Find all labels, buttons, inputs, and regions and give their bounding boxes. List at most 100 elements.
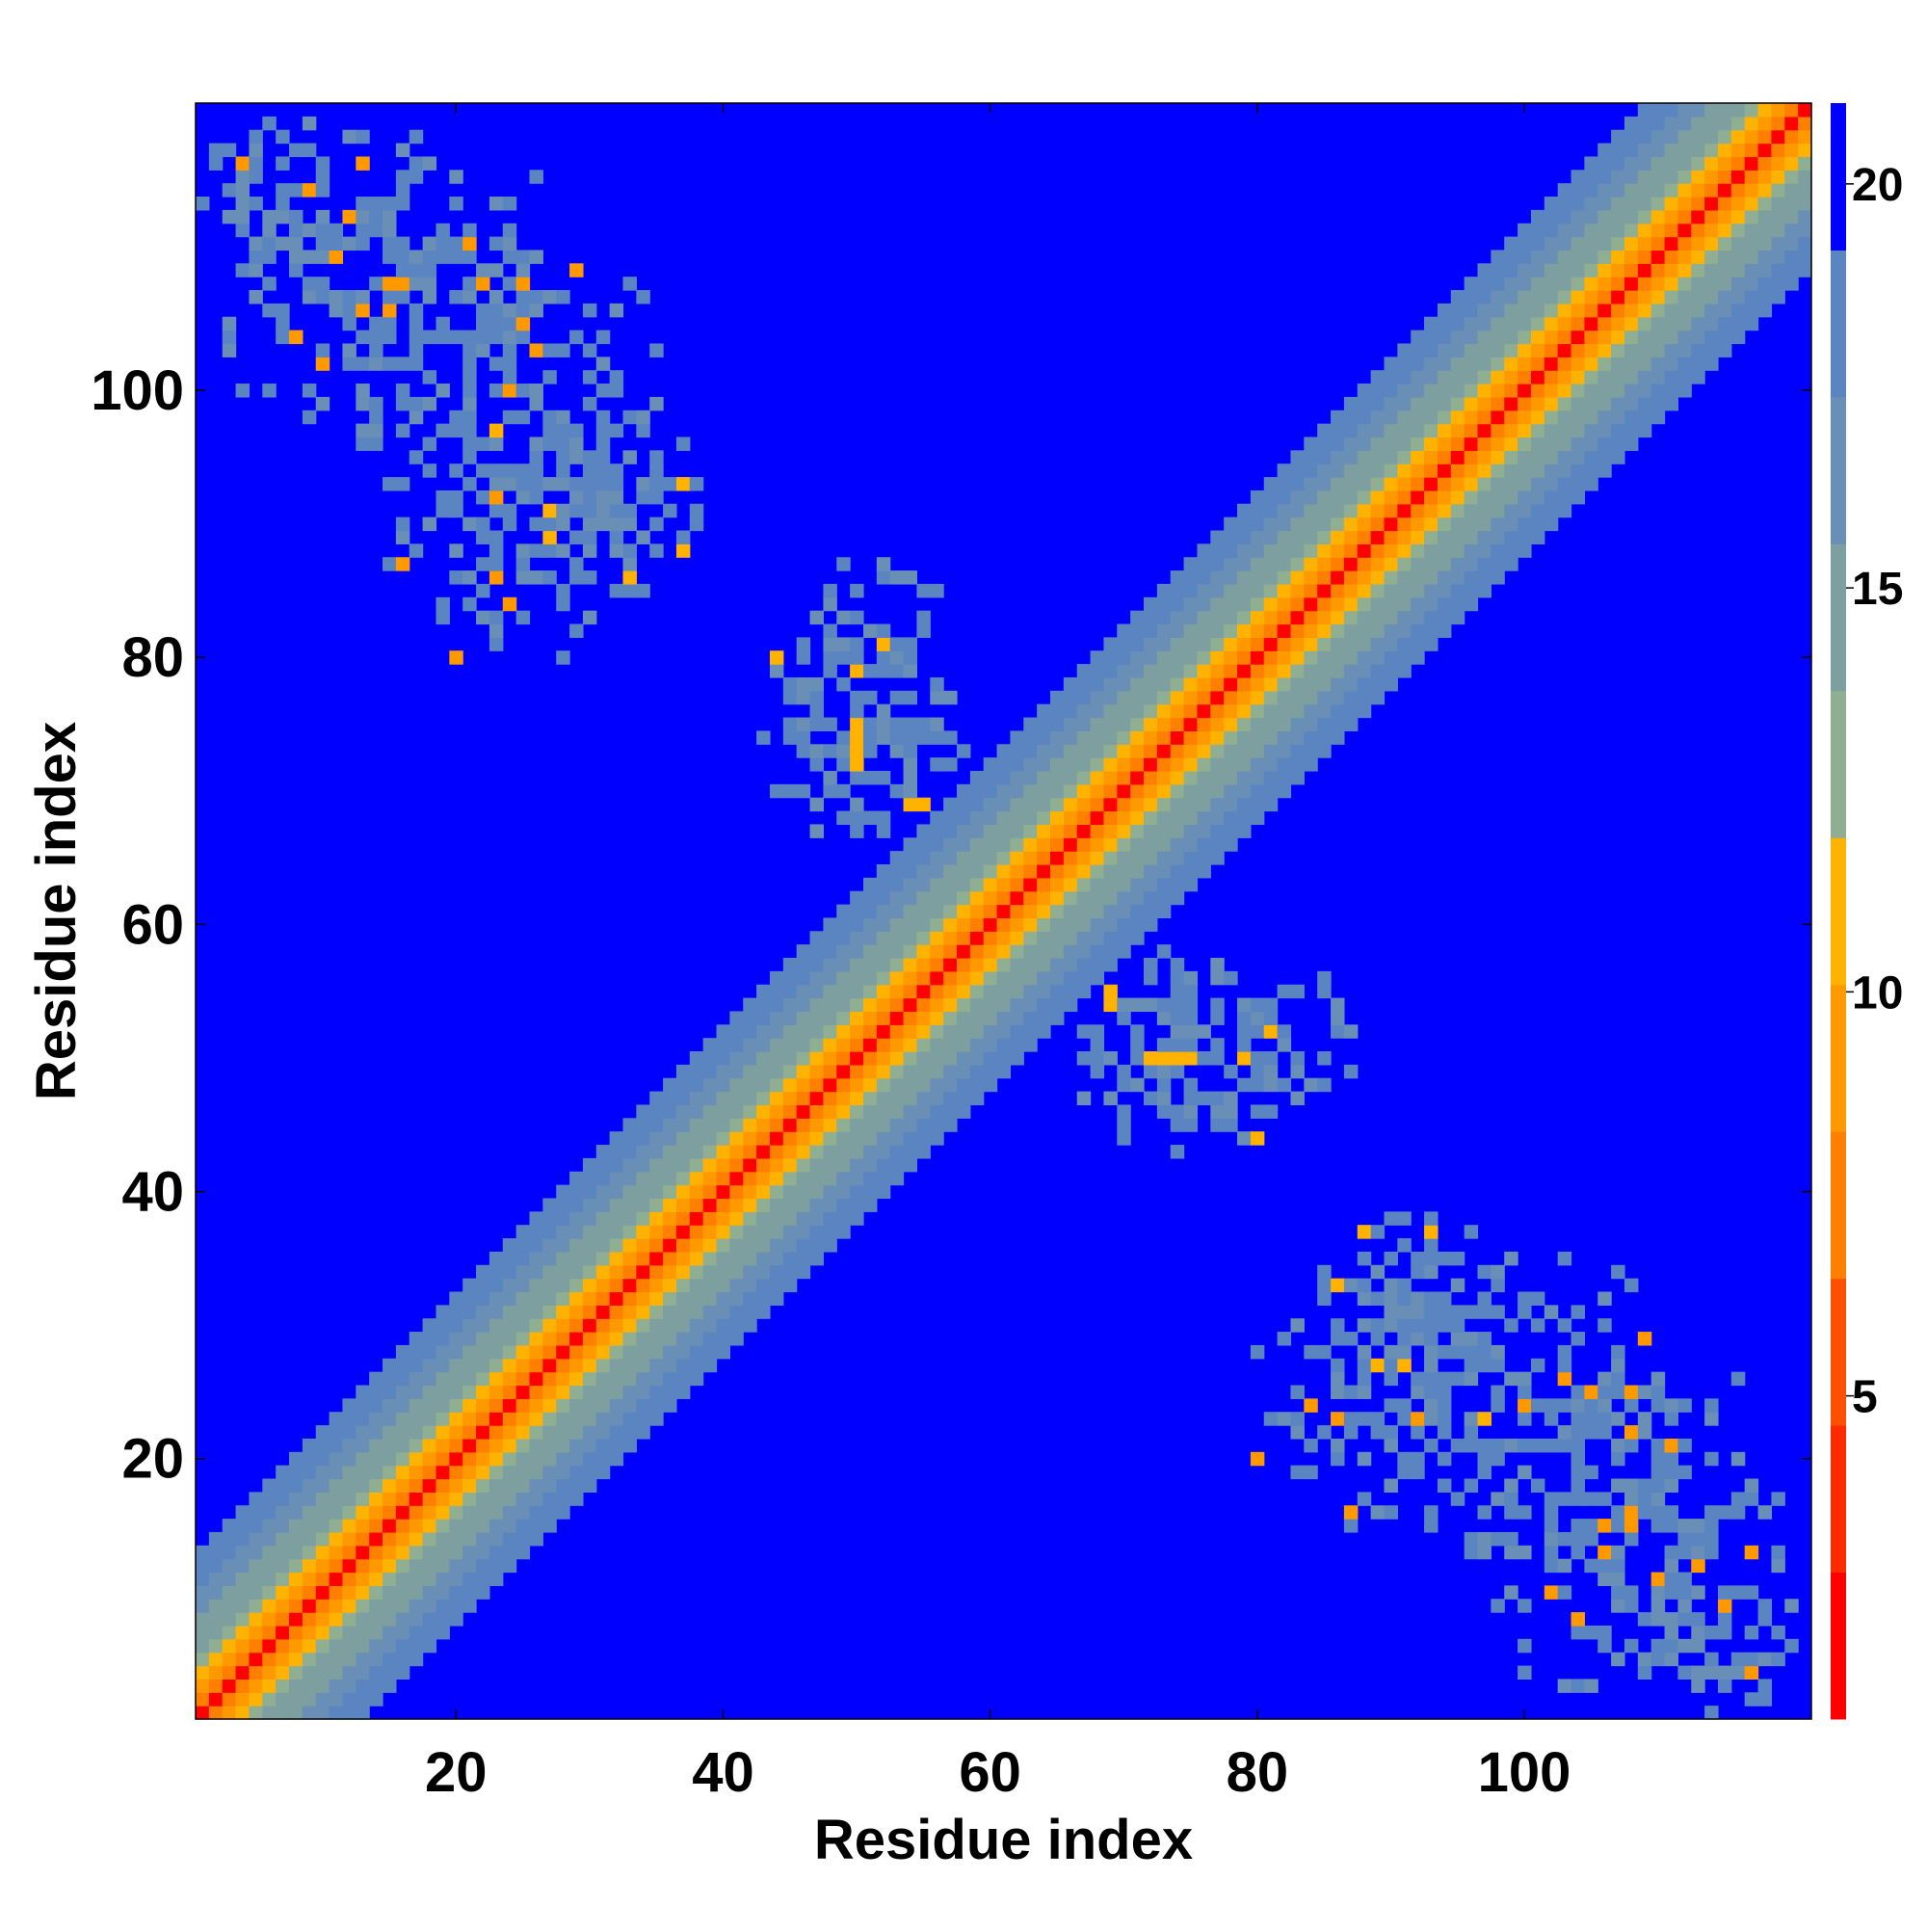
heatmap-cell [1771, 236, 1785, 251]
heatmap-cell [262, 1612, 277, 1627]
heatmap-cell [342, 236, 356, 251]
heatmap-cell [1411, 396, 1425, 411]
heatmap-cell [395, 357, 410, 371]
heatmap-cell [1491, 463, 1505, 478]
heatmap-cell [1343, 1505, 1359, 1520]
heatmap-cell [1384, 490, 1398, 505]
heatmap-cell [943, 890, 958, 906]
heatmap-cell [1224, 664, 1238, 678]
heatmap-cell [1224, 797, 1238, 812]
heatmap-cell [488, 1505, 504, 1520]
heatmap-cell [622, 1225, 637, 1239]
heatmap-cell [488, 197, 504, 211]
heatmap-cell [1584, 1492, 1598, 1506]
heatmap-cell [409, 1638, 424, 1654]
heatmap-cell [702, 1118, 718, 1132]
heatmap-cell [702, 1198, 718, 1212]
heatmap-cell [1290, 1412, 1305, 1426]
heatmap-cell [488, 543, 504, 558]
heatmap-cell [1224, 623, 1238, 638]
heatmap-cell [1397, 543, 1412, 558]
heatmap-cell [823, 970, 837, 986]
heatmap-cell [943, 1064, 958, 1079]
heatmap-cell [1130, 1051, 1145, 1066]
heatmap-cell [502, 236, 517, 251]
heatmap-cell [1530, 223, 1545, 238]
heatmap-cell [943, 1038, 958, 1052]
heatmap-cell [395, 1585, 410, 1600]
heatmap-cell [1504, 410, 1518, 425]
heatmap-cell [1611, 143, 1625, 158]
heatmap-cell [1637, 316, 1652, 331]
heatmap-cell [1571, 197, 1585, 211]
heatmap-cell [476, 1318, 490, 1333]
heatmap-cell [1544, 516, 1559, 532]
heatmap-cell [449, 1612, 463, 1627]
heatmap-cell [1263, 596, 1279, 612]
heatmap-cell [1397, 1344, 1412, 1360]
heatmap-cell [462, 450, 477, 464]
heatmap-cell [649, 1344, 664, 1360]
heatmap-cell [716, 1131, 730, 1146]
heatmap-cell [930, 810, 944, 826]
heatmap-cell [436, 1412, 450, 1426]
heatmap-cell [1557, 343, 1572, 357]
heatmap-cell [235, 197, 251, 211]
heatmap-cell [569, 1278, 584, 1293]
heatmap-cell [515, 1478, 531, 1493]
heatmap-cell [1664, 1585, 1679, 1600]
heatmap-cell [1704, 330, 1719, 345]
heatmap-cell [449, 543, 463, 558]
heatmap-cell [1357, 437, 1372, 451]
heatmap-cell [1424, 463, 1439, 478]
heatmap-cell [1331, 557, 1345, 571]
heatmap-cell [1544, 396, 1559, 411]
heatmap-cell [1343, 543, 1359, 558]
heatmap-cell [876, 1077, 891, 1093]
heatmap-cell [702, 1211, 718, 1226]
heatmap-cell [1210, 837, 1225, 852]
heatmap-cell [1357, 1318, 1372, 1333]
heatmap-cell [1450, 610, 1465, 625]
heatmap-cell [1784, 1638, 1799, 1654]
heatmap-cell [1304, 690, 1318, 705]
heatmap-cell [369, 1625, 383, 1640]
heatmap-cell [1771, 129, 1785, 145]
heatmap-cell [1437, 557, 1452, 571]
heatmap-cell [622, 557, 637, 571]
heatmap-cell [636, 477, 650, 491]
heatmap-cell [1557, 316, 1572, 331]
heatmap-cell [1611, 263, 1625, 278]
heatmap-cell [743, 1157, 757, 1173]
heatmap-cell [889, 877, 905, 892]
heatmap-cell [1010, 797, 1024, 812]
heatmap-cell [983, 1038, 998, 1052]
heatmap-cell [1331, 1385, 1345, 1399]
heatmap-cell [823, 944, 837, 959]
heatmap-cell [1464, 1545, 1479, 1560]
heatmap-cell [796, 783, 811, 799]
heatmap-cell [1290, 450, 1305, 464]
heatmap-cell [1450, 357, 1465, 371]
heatmap-cell [1464, 1225, 1479, 1239]
heatmap-cell [1557, 183, 1572, 198]
heatmap-cell [850, 770, 864, 785]
heatmap-cell [515, 610, 531, 625]
heatmap-cell [1384, 1318, 1398, 1333]
heatmap-cell [1730, 1665, 1746, 1681]
heatmap-cell [1370, 437, 1386, 451]
heatmap-cell [862, 1077, 878, 1093]
heatmap-cell [1424, 316, 1439, 331]
heatmap-cell [1637, 183, 1652, 198]
x-axis-title: Residue index [814, 1809, 1193, 1871]
heatmap-cell [342, 1438, 356, 1453]
heatmap-cell [956, 997, 971, 1013]
heatmap-cell [1664, 1478, 1679, 1493]
heatmap-cell [315, 183, 330, 198]
heatmap-cell [369, 343, 383, 357]
heatmap-cell [889, 970, 905, 986]
heatmap-cell [622, 1385, 637, 1399]
heatmap-cell [1464, 437, 1479, 451]
heatmap-cell [1183, 1011, 1199, 1025]
heatmap-cell [1584, 370, 1598, 384]
